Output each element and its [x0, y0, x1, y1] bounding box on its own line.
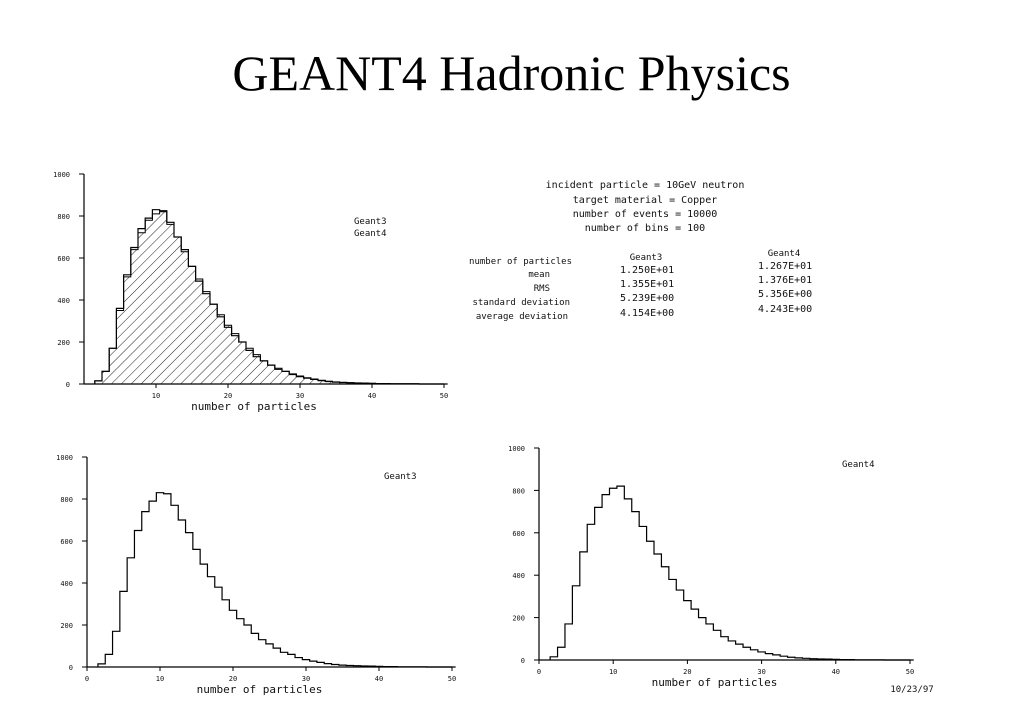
run-info: incident particle = 10GeV neutron target… — [546, 180, 745, 234]
stats-row-g4: 1.267E+01 — [758, 261, 812, 272]
stats-header-geant4: Geant4 — [768, 249, 801, 259]
stats-table: number of particles Geant3 Geant4 mean 1… — [469, 249, 812, 322]
info-line: incident particle = 10GeV neutron — [546, 180, 745, 191]
x-tick-label: 20 — [683, 668, 691, 676]
y-tick-label: 600 — [512, 530, 525, 538]
slide-title: GEANT4 Hadronic Physics — [232, 45, 791, 101]
stats-row-g3: 1.250E+01 — [620, 265, 674, 276]
stats-row-label: standard deviation — [472, 298, 570, 308]
x-tick-label: 50 — [906, 668, 914, 676]
legend-entry: Geant4 — [354, 229, 387, 239]
x-tick-label: 10 — [152, 392, 160, 400]
x-tick-label: 0 — [85, 675, 89, 683]
y-tick-label: 400 — [512, 572, 525, 580]
y-tick-label: 800 — [57, 213, 70, 221]
y-tick-label: 0 — [521, 657, 525, 665]
x-tick-label: 30 — [302, 675, 310, 683]
x-tick-label: 50 — [448, 675, 456, 683]
series-geant4-hatched — [94, 211, 448, 385]
x-tick-label: 20 — [224, 392, 232, 400]
geant3-histogram: 1000 800 600 400 200 0 0 10 20 30 40 50 number of pa… — [56, 454, 456, 696]
y-tick-label: 0 — [69, 664, 73, 672]
date-stamp: 10/23/97 — [890, 685, 933, 695]
geant4-histogram: 1000 800 600 400 200 0 0 10 20 30 40 50 number of pa… — [508, 445, 914, 689]
x-tick-label: 40 — [375, 675, 383, 683]
y-tick-label: 200 — [512, 615, 525, 623]
combined-histogram: 1000 800 600 400 200 0 10 20 30 40 50 number of par… — [53, 171, 448, 413]
stats-row-label: RMS — [534, 284, 550, 294]
x-axis-label: number of particles — [652, 676, 778, 689]
x-tick-label: 10 — [156, 675, 164, 683]
stats-header-geant3: Geant3 — [630, 253, 663, 263]
info-line: target material = Copper — [573, 195, 718, 206]
stats-row-g4: 1.376E+01 — [758, 275, 812, 286]
series-geant4 — [549, 485, 914, 661]
x-tick-label: 10 — [609, 668, 617, 676]
x-tick-label: 30 — [296, 392, 304, 400]
y-tick-label: 800 — [512, 487, 525, 495]
x-tick-label: 50 — [440, 392, 448, 400]
x-tick-label: 30 — [757, 668, 765, 676]
legend-entry: Geant3 — [384, 472, 417, 482]
x-tick-label: 40 — [832, 668, 840, 676]
y-tick-label: 400 — [60, 580, 73, 588]
y-tick-label: 600 — [57, 255, 70, 263]
stats-row-g4: 4.243E+00 — [758, 304, 812, 315]
info-line: number of events = 10000 — [573, 209, 718, 220]
legend-entry: Geant4 — [842, 460, 875, 470]
x-axis-label: number of particles — [191, 400, 317, 413]
y-tick-label: 400 — [57, 297, 70, 305]
info-line: number of bins = 100 — [585, 223, 705, 234]
x-axis-label: number of particles — [197, 683, 323, 696]
stats-header-label: number of particles — [469, 257, 572, 267]
x-tick-label: 0 — [537, 668, 541, 676]
y-tick-label: 1000 — [508, 445, 525, 453]
stats-row-g3: 4.154E+00 — [620, 308, 674, 319]
y-tick-label: 200 — [60, 622, 73, 630]
y-tick-label: 800 — [60, 496, 73, 504]
stats-row-g3: 1.355E+01 — [620, 279, 674, 290]
y-tick-label: 600 — [60, 538, 73, 546]
stats-row-label: average deviation — [476, 312, 568, 322]
y-tick-label: 0 — [66, 381, 70, 389]
legend-entry: Geant3 — [354, 217, 387, 227]
y-tick-label: 1000 — [56, 454, 73, 462]
stats-row-label: mean — [528, 270, 550, 280]
x-tick-label: 40 — [368, 392, 376, 400]
stats-row-g4: 5.356E+00 — [758, 289, 812, 300]
x-tick-label: 20 — [229, 675, 237, 683]
series-geant3 — [97, 492, 456, 668]
y-tick-label: 200 — [57, 339, 70, 347]
stats-row-g3: 5.239E+00 — [620, 293, 674, 304]
y-tick-label: 1000 — [53, 171, 70, 179]
